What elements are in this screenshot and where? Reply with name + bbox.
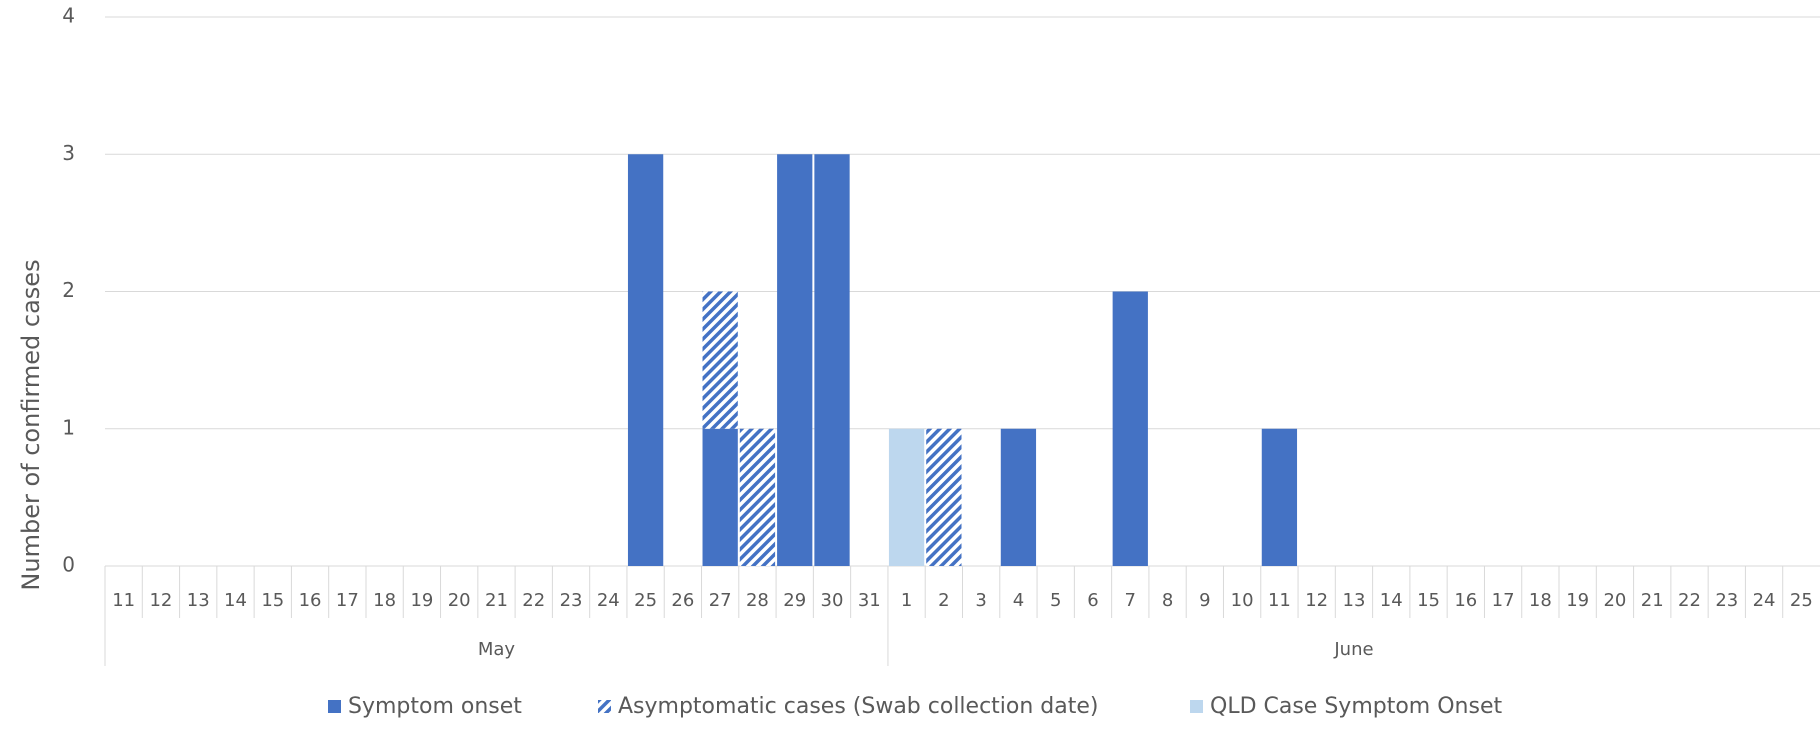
x-tick-label: 23 [560,590,583,611]
x-tick-label: 18 [1529,590,1552,611]
x-tick-label: 5 [1050,590,1061,611]
legend-swatch [1190,700,1203,713]
x-tick-label: 14 [1380,590,1403,611]
x-tick-label: 16 [299,590,322,611]
x-tick-label: 15 [261,590,284,611]
x-tick-label: 18 [373,590,396,611]
bar-segment [1261,428,1298,566]
x-tick-label: 31 [858,590,881,611]
x-tick-label: 13 [1343,590,1366,611]
bar-segment [627,154,664,566]
x-tick-label: 10 [1231,590,1254,611]
y-tick-label: 0 [62,553,75,577]
bar-segment [702,291,738,429]
x-tick-label: 25 [634,590,657,611]
bar-segment [739,428,776,566]
x-tick-label: 2 [938,590,949,611]
y-tick-label: 2 [62,278,75,302]
x-tick-label: 1 [901,590,912,611]
legend-swatch [598,700,611,713]
x-tick-label: 26 [671,590,694,611]
y-axis-label: Number of confirmed cases [17,259,45,590]
x-tick-label: 15 [1417,590,1440,611]
x-tick-label: 28 [746,590,769,611]
x-tick-label: 14 [224,590,247,611]
x-tick-label: 23 [1715,590,1738,611]
x-tick-label: 13 [187,590,210,611]
x-tick-label: 3 [975,590,986,611]
legend-label: Asymptomatic cases (Swab collection date… [618,694,1099,719]
bar-segment [1112,291,1148,566]
x-tick-label: 16 [1454,590,1477,611]
x-tick-label: 9 [1199,590,1210,611]
x-tick-label: 8 [1162,590,1173,611]
x-tick-label: 24 [1753,590,1776,611]
bar-segment [814,154,850,566]
bar-segment [702,428,738,566]
bar-segment [926,428,962,566]
x-tick-label: 22 [522,590,545,611]
x-tick-label: 11 [112,590,135,611]
bar-segment [1000,428,1037,566]
x-tick-label: 4 [1013,590,1024,611]
x-tick-label: 12 [1305,590,1328,611]
y-tick-label: 1 [62,415,75,439]
x-tick-label: 25 [1790,590,1813,611]
x-tick-label: 20 [448,590,471,611]
x-tick-label: 17 [1492,590,1515,611]
x-tick-label: 30 [821,590,844,611]
y-tick-label: 4 [62,4,75,28]
x-tick-label: 22 [1678,590,1701,611]
x-tick-label: 19 [410,590,433,611]
legend-label: QLD Case Symptom Onset [1210,694,1502,719]
x-tick-label: 21 [1641,590,1664,611]
x-tick-label: 11 [1268,590,1291,611]
x-tick-label: 20 [1603,590,1626,611]
x-tick-label: 27 [709,590,732,611]
bar-segment [888,428,925,566]
x-tick-label: 17 [336,590,359,611]
x-tick-label: 19 [1566,590,1589,611]
x-tick-label: 21 [485,590,508,611]
y-tick-label: 3 [62,141,75,165]
legend-swatch [328,700,341,713]
x-tick-label: 12 [149,590,172,611]
legend-label: Symptom onset [348,694,522,719]
x-tick-label: 6 [1087,590,1098,611]
x-tick-label: 24 [597,590,620,611]
bar-segment [777,154,813,566]
x-tick-label: 29 [783,590,806,611]
x-group-label: June [1333,639,1373,660]
x-tick-label: 7 [1125,590,1136,611]
x-group-label: May [478,639,516,660]
